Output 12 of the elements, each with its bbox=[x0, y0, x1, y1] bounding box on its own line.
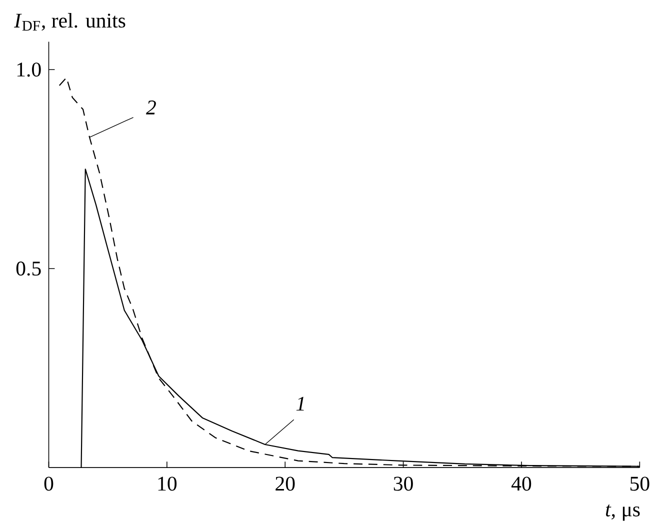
x-tick-label: 10 bbox=[158, 476, 177, 491]
x-tick-label: 0 bbox=[44, 476, 54, 491]
x-tick-label: 20 bbox=[276, 476, 295, 491]
series-label: 1 bbox=[296, 396, 304, 411]
x-tick-label: 50 bbox=[630, 476, 650, 491]
y-axis-title: I$_{DF}$, rel. units bbox=[14, 13, 126, 31]
x-axis-title: t, μs bbox=[606, 504, 640, 521]
x-tick-label: 30 bbox=[394, 476, 413, 491]
x-tick-label: 40 bbox=[511, 476, 532, 491]
text: 2 bbox=[146, 100, 156, 114]
y-tick-label: 1.0 bbox=[17, 62, 41, 77]
y-tick-label: 0.5 bbox=[16, 262, 41, 276]
